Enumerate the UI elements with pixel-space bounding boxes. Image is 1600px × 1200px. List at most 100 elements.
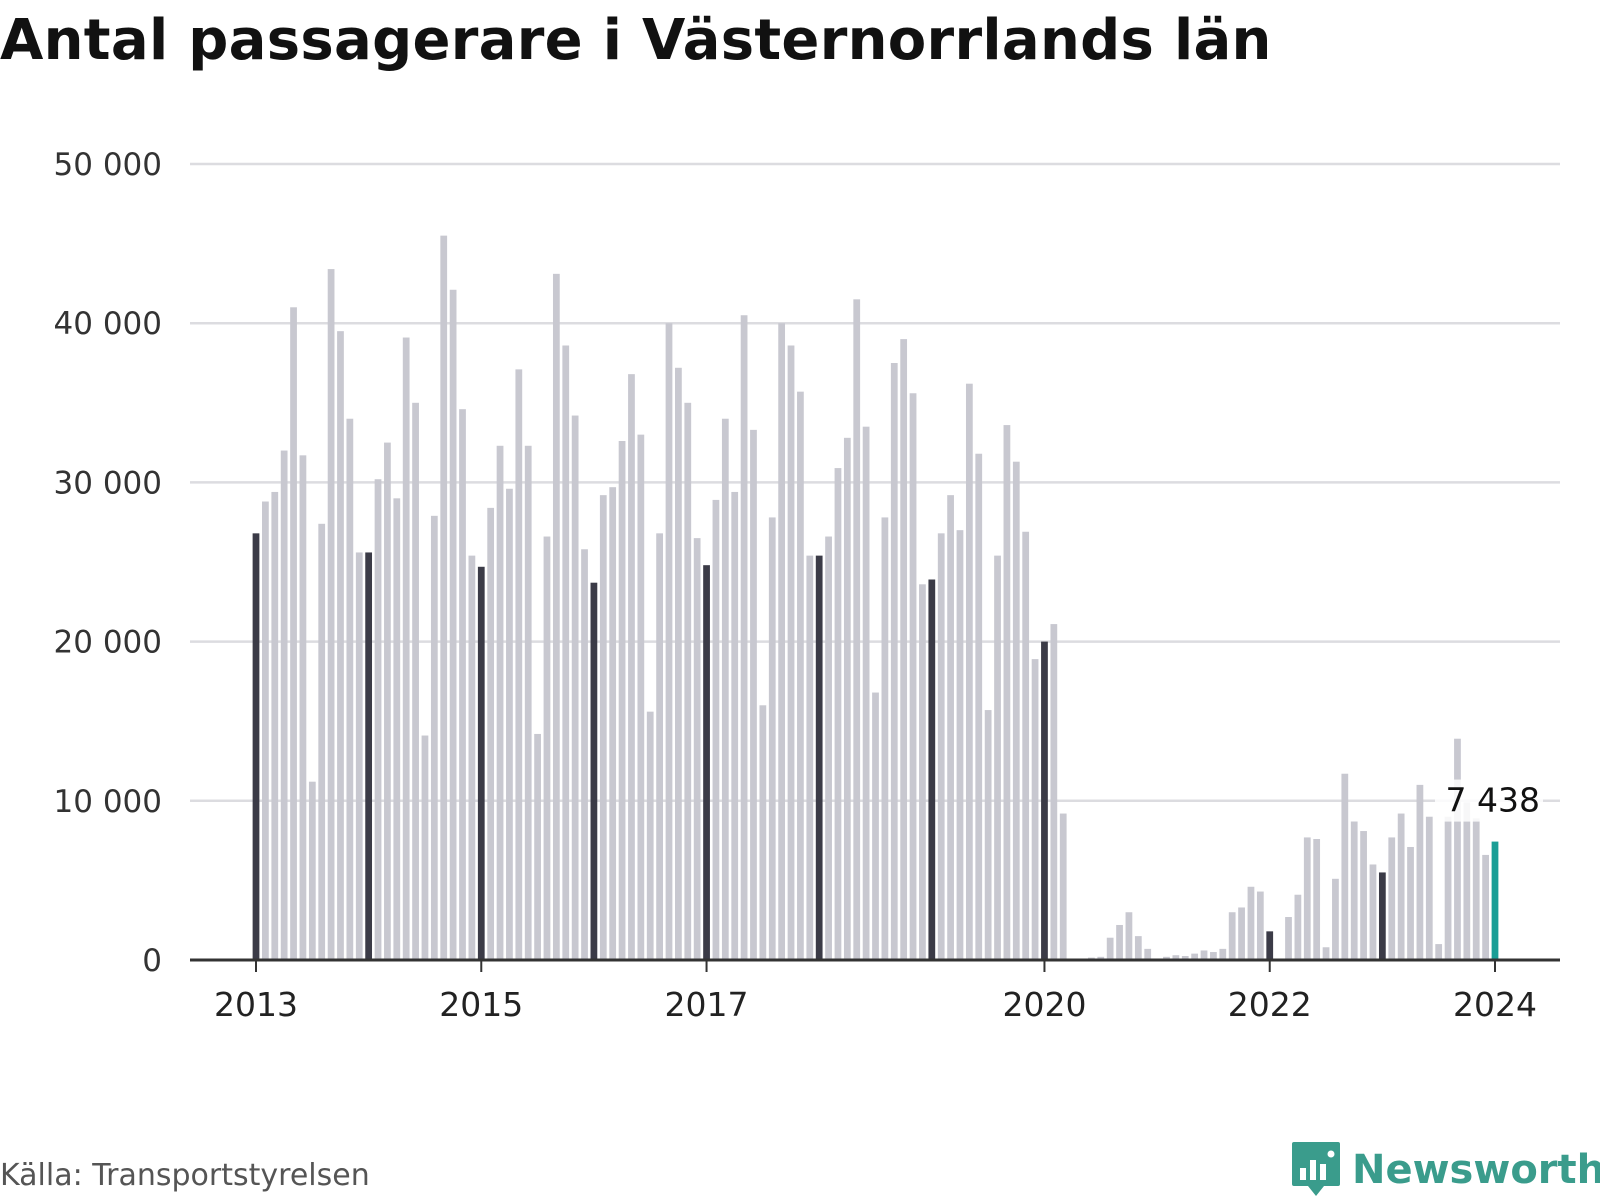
bar — [365, 552, 373, 960]
bar — [384, 442, 391, 961]
bar — [872, 692, 879, 960]
bar — [712, 499, 720, 960]
bar — [1022, 531, 1030, 960]
bar — [843, 437, 851, 960]
bar — [919, 584, 926, 960]
bar — [965, 383, 973, 960]
bar — [778, 323, 786, 960]
bar — [271, 491, 279, 960]
bar — [1350, 821, 1358, 960]
bar — [731, 491, 739, 960]
bar — [1303, 837, 1311, 960]
bar — [1059, 813, 1067, 960]
x-tick-label: 2015 — [439, 985, 523, 1024]
bar — [590, 582, 598, 960]
bar — [1332, 878, 1339, 960]
bar — [862, 426, 870, 960]
bar — [1191, 953, 1199, 960]
bar — [552, 273, 560, 961]
bar — [693, 538, 701, 960]
bar — [750, 429, 757, 960]
bar — [252, 533, 260, 960]
bar — [524, 445, 532, 960]
bar — [881, 517, 889, 960]
bar — [571, 415, 579, 960]
y-tick-label: 10 000 — [54, 784, 162, 820]
bars — [252, 235, 1499, 961]
bar — [1125, 912, 1133, 960]
data-labels: 7 438 — [1435, 779, 1543, 822]
bar — [947, 495, 954, 960]
bar — [1360, 831, 1367, 960]
bar — [477, 566, 485, 960]
bar — [440, 235, 448, 960]
bar — [937, 533, 945, 960]
bar — [984, 710, 992, 960]
bar — [1397, 813, 1405, 960]
bar — [656, 533, 663, 960]
bar — [1163, 956, 1170, 960]
bar — [1106, 937, 1114, 960]
bar-chart: 0 10 000 20 000 30 000 40 000 50 000 2013 2015… — [54, 147, 1560, 1024]
bar-latest — [1491, 841, 1499, 960]
bar — [975, 453, 983, 960]
bar — [1172, 955, 1180, 960]
bar — [890, 363, 898, 960]
bar — [515, 369, 523, 960]
x-tick-label: 2017 — [665, 985, 749, 1024]
bar — [1322, 947, 1330, 960]
bar — [665, 323, 673, 960]
bar — [1116, 924, 1123, 960]
y-tick-label: 40 000 — [54, 306, 162, 342]
bar — [308, 781, 316, 960]
bar — [1200, 950, 1208, 960]
bar — [618, 441, 626, 960]
bar — [534, 733, 541, 960]
bar — [299, 455, 307, 960]
bar — [928, 579, 936, 960]
y-tick-label: 0 — [142, 943, 162, 979]
bar — [1228, 912, 1236, 960]
bar — [637, 434, 645, 960]
bar — [1256, 891, 1264, 960]
bar — [449, 289, 457, 960]
brand-logo[interactable]: Newsworthy — [1290, 1140, 1600, 1200]
bar — [318, 523, 326, 960]
bar — [1012, 461, 1020, 960]
bar — [459, 409, 466, 960]
bar — [1294, 894, 1302, 960]
bar — [543, 536, 551, 960]
bar — [1003, 425, 1011, 961]
bar — [346, 418, 354, 961]
bar — [759, 705, 767, 960]
bar — [421, 735, 429, 960]
bar — [1425, 816, 1433, 960]
bar — [1454, 738, 1461, 960]
bar — [806, 555, 814, 960]
bar — [1416, 784, 1424, 960]
bar — [1247, 886, 1255, 960]
bar — [1285, 917, 1292, 960]
bar — [402, 337, 410, 960]
bar — [430, 515, 438, 960]
x-axis-tick-labels: 2013 2015 2017 2020 2022 2024 — [214, 960, 1537, 1024]
bar — [721, 418, 729, 961]
data-label-background — [1435, 779, 1543, 822]
bar — [909, 393, 917, 960]
bar — [562, 345, 570, 960]
bar — [1444, 816, 1452, 960]
x-tick-label: 2020 — [1002, 985, 1086, 1024]
y-tick-label: 30 000 — [54, 465, 162, 501]
bar — [327, 269, 335, 960]
bar — [1266, 931, 1274, 960]
bar — [675, 367, 682, 960]
bar — [703, 565, 710, 960]
bar — [815, 555, 823, 960]
bar — [599, 495, 607, 960]
chart-title: Antal passagerare i Västernorrlands län — [0, 8, 1272, 73]
bar — [262, 501, 269, 960]
bar — [1210, 952, 1217, 960]
source-note: Källa: Transportstyrelsen — [0, 1158, 370, 1193]
bar — [1435, 944, 1443, 960]
bar — [797, 391, 804, 960]
